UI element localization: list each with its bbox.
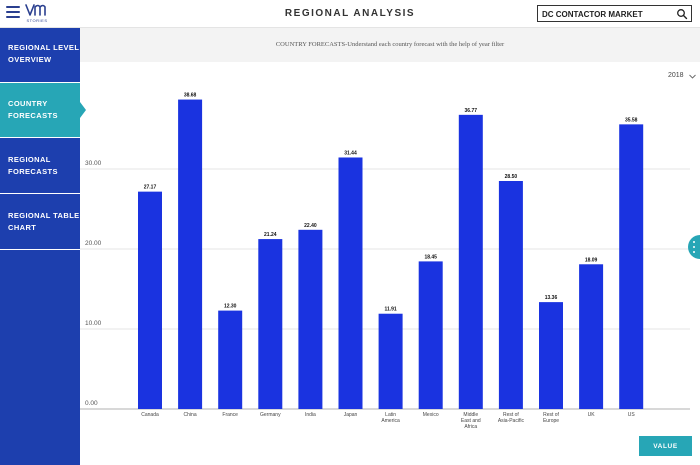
top-header: STORIES REGIONAL ANALYSIS <box>0 0 700 28</box>
bar-value-label: 18.45 <box>424 254 437 260</box>
sidebar-item-regional-level-overview[interactable]: REGIONAL LEVEL OVERVIEW <box>0 28 80 83</box>
bar-chart: 0.00 10.00 20.00 30.00 27.17 Canada 38.68 China… <box>80 93 690 430</box>
x-tick-label: Latin <box>385 412 396 418</box>
sidebar-item-regional-table-chart[interactable]: REGIONAL TABLE CHART <box>0 194 80 250</box>
chart-bar[interactable] <box>218 310 243 409</box>
x-tick-label: US <box>628 412 636 418</box>
chart-bar[interactable] <box>539 302 563 409</box>
side-panel-handle[interactable] <box>688 235 700 259</box>
bar-value-label: 13.36 <box>545 295 558 301</box>
x-tick-label: Mexico <box>423 412 439 418</box>
sidebar-item-label: OVERVIEW <box>8 55 52 64</box>
x-tick-label: Europe <box>543 418 559 424</box>
logo-text: STORIES <box>26 18 48 23</box>
chart-bar[interactable] <box>258 239 283 409</box>
chart-bar[interactable] <box>138 191 162 409</box>
sidebar-item-label: FORECASTS <box>8 111 58 120</box>
sidebar-item-country-forecasts[interactable]: COUNTRY FORECASTS <box>0 83 86 138</box>
chart-bar[interactable] <box>338 157 363 409</box>
bar-value-label: 28.50 <box>505 174 518 180</box>
chart-bar[interactable] <box>378 313 403 409</box>
chart-subtitle: COUNTRY FORECASTS-Understand each countr… <box>275 41 505 48</box>
search-icon[interactable] <box>676 8 688 20</box>
search-box[interactable] <box>537 5 692 22</box>
x-tick-label: Middle <box>463 412 478 418</box>
bar-value-label: 22.40 <box>304 223 317 229</box>
year-filter-select[interactable]: 2018 <box>660 70 698 84</box>
x-tick-label: America <box>381 418 400 424</box>
bar-value-label: 36.77 <box>465 108 478 114</box>
x-tick-label: China <box>184 412 197 418</box>
sidebar: REGIONAL LEVEL OVERVIEW COUNTRY FORECAST… <box>0 28 86 465</box>
x-tick-label: Japan <box>344 412 358 418</box>
x-tick-label: Germany <box>260 412 281 418</box>
subtitle-band: COUNTRY FORECASTS-Understand each countr… <box>80 28 700 62</box>
x-tick-label: UK <box>588 412 596 418</box>
logo-icon[interactable]: STORIES <box>25 3 49 25</box>
sidebar-item-label: COUNTRY <box>8 99 48 108</box>
sidebar-item-label: REGIONAL LEVEL <box>8 43 80 52</box>
chart-bar[interactable] <box>579 264 604 409</box>
search-input[interactable] <box>542 8 672 20</box>
chart-bar[interactable] <box>418 261 443 409</box>
bar-value-label: 21.24 <box>264 232 277 238</box>
bar-value-label: 12.30 <box>224 304 237 310</box>
sidebar-item-label: REGIONAL <box>8 155 51 164</box>
year-filter-value: 2018 <box>668 72 684 79</box>
y-tick-label: 20.00 <box>85 240 102 247</box>
chart-bar[interactable] <box>498 181 523 409</box>
x-tick-label: Canada <box>141 412 159 418</box>
x-tick-label: France <box>222 412 238 418</box>
y-tick-label: 30.00 <box>85 160 102 167</box>
sidebar-item-regional-forecasts[interactable]: REGIONAL FORECASTS <box>0 138 80 194</box>
hamburger-menu-icon[interactable] <box>6 6 20 20</box>
value-button[interactable]: VALUE <box>639 436 692 456</box>
chart-bar[interactable] <box>178 99 203 409</box>
x-tick-label: India <box>305 412 316 418</box>
bar-value-label: 27.17 <box>144 185 157 191</box>
y-tick-label: 0.00 <box>85 400 98 407</box>
sidebar-item-label: REGIONAL TABLE <box>8 211 80 220</box>
sidebar-item-label: CHART <box>8 223 37 232</box>
page-title: REGIONAL ANALYSIS <box>284 8 416 19</box>
bar-value-label: 35.58 <box>625 117 638 123</box>
bar-value-label: 31.44 <box>344 150 357 156</box>
y-tick-label: 10.00 <box>85 320 102 327</box>
chart-bar[interactable] <box>458 114 483 409</box>
bar-value-label: 11.91 <box>384 307 396 313</box>
x-tick-label: Africa <box>464 424 477 430</box>
x-tick-label: Rest of <box>503 412 519 418</box>
sidebar-item-label: FORECASTS <box>8 167 58 176</box>
x-tick-label: Asia-Pacific <box>498 418 525 424</box>
x-tick-label: East and <box>461 418 481 424</box>
active-indicator-arrow <box>80 102 86 118</box>
chart-bar[interactable] <box>298 229 323 409</box>
x-tick-label: Rest of <box>543 412 559 418</box>
chart-bar[interactable] <box>619 124 644 410</box>
bar-value-label: 38.68 <box>184 93 197 99</box>
chevron-down-icon[interactable] <box>689 73 696 80</box>
bar-value-label: 18.09 <box>585 257 598 263</box>
